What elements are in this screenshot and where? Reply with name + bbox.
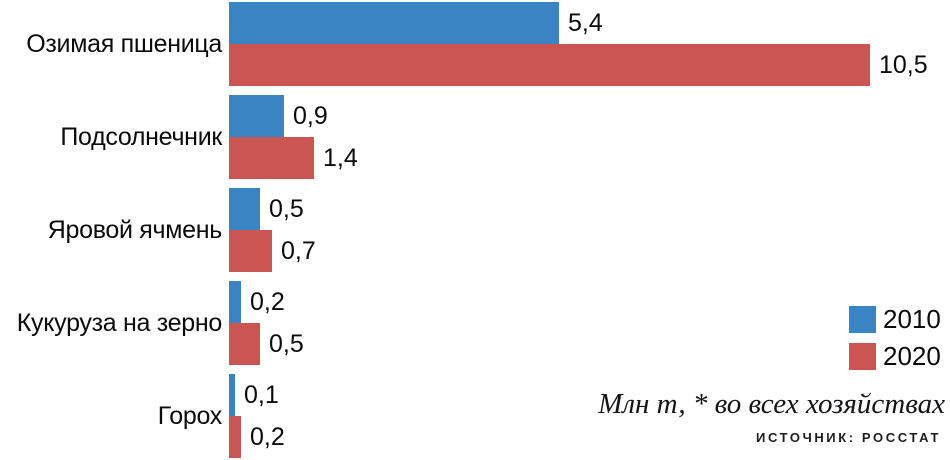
chart-row: Кукуруза на зерно 0,2 0,5 [0, 281, 950, 365]
bar-line: 5,4 [229, 2, 950, 44]
chart-row: Яровой ячмень 0,5 0,7 [0, 188, 950, 272]
bar-line: 0,2 [229, 416, 950, 458]
chart-row: Озимая пшеница 5,4 10,5 [0, 2, 950, 86]
bar-line: 1,4 [229, 137, 950, 179]
bar-2020 [229, 44, 870, 86]
bar-2020 [229, 416, 241, 458]
legend-item-2010: 2010 [849, 306, 941, 333]
bar-line: 0,1 [229, 374, 950, 416]
bar-line: 10,5 [229, 44, 950, 86]
bar-line: 0,5 [229, 323, 950, 365]
category-label: Подсолнечник [60, 122, 222, 151]
legend: 2010 2020 [849, 306, 941, 370]
bar-group: 0,5 0,7 [229, 188, 950, 272]
unit-note: Млн т, * во всех хозяйствах [598, 388, 945, 420]
bar-value-label: 5,4 [568, 8, 603, 37]
bar-value-label: 0,2 [250, 287, 285, 316]
chart-row: Подсолнечник 0,9 1,4 [0, 95, 950, 179]
bar-value-label: 0,1 [244, 380, 279, 409]
bar-group: 0,9 1,4 [229, 95, 950, 179]
legend-swatch-2020-icon [849, 343, 876, 370]
legend-swatch-2010-icon [849, 306, 876, 333]
bar-2010 [229, 2, 559, 44]
bar-value-label: 10,5 [879, 50, 928, 79]
bar-value-label: 0,2 [250, 422, 285, 451]
legend-label-2020: 2020 [883, 341, 941, 371]
bar-value-label: 0,5 [269, 329, 304, 358]
category-label: Озимая пшеница [26, 29, 222, 58]
legend-label-2010: 2010 [883, 304, 941, 334]
bar-2020 [229, 323, 260, 365]
source-attribution: ИСТОЧНИК: РОССТАТ [756, 430, 941, 445]
bar-line: 0,2 [229, 281, 950, 323]
bar-group: 0,1 0,2 [229, 374, 950, 458]
bar-2010 [229, 188, 260, 230]
bar-2010 [229, 95, 284, 137]
bar-group: 0,2 0,5 [229, 281, 950, 365]
category-label: Яровой ячмень [47, 215, 223, 244]
bar-2010 [229, 281, 241, 323]
bar-2020 [229, 137, 314, 179]
bar-value-label: 0,5 [269, 194, 304, 223]
bar-value-label: 1,4 [323, 143, 358, 172]
bar-group: 5,4 10,5 [229, 2, 950, 86]
legend-item-2020: 2020 [849, 343, 941, 370]
bar-line: 0,5 [229, 188, 950, 230]
chart-row: Горох 0,1 0,2 [0, 374, 950, 458]
bar-value-label: 0,9 [293, 101, 328, 130]
bar-2020 [229, 230, 272, 272]
bar-line: 0,7 [229, 230, 950, 272]
category-label: Кукуруза на зерно [16, 308, 223, 337]
bar-line: 0,9 [229, 95, 950, 137]
bar-2010 [229, 374, 235, 416]
bar-value-label: 0,7 [281, 236, 316, 265]
category-label: Горох [157, 401, 223, 430]
